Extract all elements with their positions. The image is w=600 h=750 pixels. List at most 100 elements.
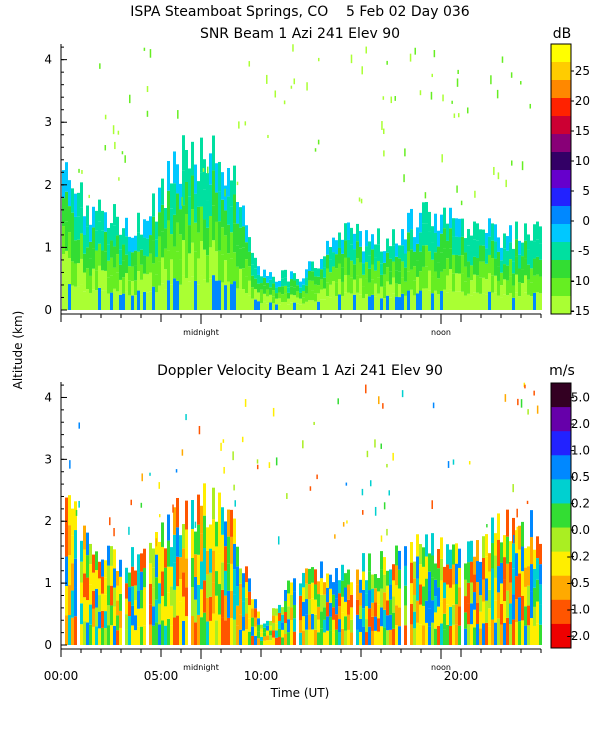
- snr-heatmap-cell: [185, 245, 188, 278]
- doppler-heatmap-cell: [119, 610, 122, 628]
- doppler-heatmap-cell: [167, 514, 170, 541]
- snr-heatmap-cell: [338, 279, 341, 295]
- snr-heatmap-cell: [383, 286, 386, 299]
- snr-heatmap-cell: [293, 273, 296, 281]
- doppler-heatmap-cell: [224, 546, 227, 571]
- snr-heatmap-speck: [124, 155, 126, 163]
- snr-heatmap-cell: [533, 224, 536, 242]
- doppler-heatmap-cell: [500, 624, 503, 645]
- doppler-heatmap-cell: [416, 600, 419, 623]
- snr-heatmap-cell: [326, 240, 329, 255]
- snr-heatmap-cell: [299, 287, 302, 293]
- doppler-heatmap-cell: [290, 594, 293, 608]
- snr-heatmap-cell: [80, 233, 83, 259]
- doppler-heatmap-cell: [488, 589, 491, 609]
- doppler-heatmap-cell: [449, 606, 452, 626]
- doppler-heatmap-cell: [245, 613, 248, 630]
- doppler-heatmap-speck: [345, 482, 348, 486]
- doppler-heatmap-cell: [68, 585, 71, 616]
- snr-heatmap-cell: [140, 294, 143, 310]
- snr-heatmap-cell: [143, 291, 146, 310]
- snr-heatmap-speck: [433, 50, 436, 58]
- doppler-heatmap-cell: [350, 594, 353, 608]
- doppler-heatmap-cell: [371, 588, 374, 603]
- doppler-heatmap-cell: [167, 566, 170, 593]
- doppler-heatmap-cell: [485, 600, 488, 623]
- doppler-heatmap-cell: [242, 587, 245, 602]
- doppler-heatmap-speck: [517, 398, 519, 406]
- snr-heatmap-cell: [188, 196, 191, 226]
- doppler-heatmap-cell: [350, 582, 353, 595]
- doppler-heatmap-cell: [104, 577, 107, 595]
- snr-heatmap-cell: [191, 276, 194, 310]
- snr-heatmap-cell: [371, 294, 374, 310]
- snr-heatmap-cell: [467, 293, 470, 310]
- snr-heatmap-cell: [320, 289, 323, 300]
- snr-heatmap-cell: [404, 295, 407, 310]
- doppler-heatmap-cell: [422, 605, 425, 626]
- snr-heatmap-cell: [119, 234, 122, 250]
- doppler-heatmap-cell: [362, 553, 365, 572]
- snr-heatmap-cell: [359, 294, 362, 310]
- snr-heatmap-cell: [134, 295, 137, 310]
- snr-heatmap-cell: [263, 293, 266, 302]
- doppler-heatmap-cell: [488, 553, 491, 572]
- snr-heatmap-cell: [389, 297, 392, 310]
- snr-heatmap-speck: [383, 150, 385, 157]
- doppler-colorbar-swatch: [551, 383, 571, 408]
- doppler-heatmap-cell: [89, 543, 92, 565]
- doppler-heatmap-cell: [515, 576, 518, 600]
- snr-heatmap-speck: [314, 148, 317, 152]
- snr-heatmap-cell: [518, 296, 521, 310]
- snr-heatmap-cell: [314, 276, 317, 285]
- doppler-heatmap-cell: [281, 637, 284, 645]
- doppler-heatmap-cell: [467, 603, 470, 625]
- snr-heatmap-cell: [320, 258, 323, 270]
- doppler-heatmap-speck: [378, 396, 380, 405]
- snr-heatmap-cell: [533, 292, 536, 310]
- snr-heatmap-cell: [179, 183, 182, 210]
- snr-heatmap-cell: [254, 278, 257, 290]
- doppler-y-tick-label: 1: [44, 576, 52, 590]
- snr-heatmap-cell: [455, 218, 458, 237]
- doppler-heatmap-cell: [71, 563, 74, 591]
- snr-heatmap-cell: [335, 240, 338, 255]
- doppler-heatmap-cell: [284, 611, 287, 623]
- doppler-heatmap-cell: [140, 590, 143, 609]
- snr-heatmap-cell: [125, 273, 128, 292]
- snr-heatmap-cell: [131, 237, 134, 253]
- doppler-heatmap-cell: [80, 582, 83, 604]
- doppler-colorbar-label: 0.5: [571, 470, 590, 484]
- snr-heatmap-cell: [443, 248, 446, 270]
- snr-heatmap-cell: [239, 227, 242, 249]
- doppler-heatmap-cell: [98, 611, 101, 629]
- snr-heatmap-cell: [317, 276, 320, 286]
- snr-heatmap-cell: [125, 217, 128, 237]
- doppler-heatmap-cell: [170, 625, 173, 645]
- snr-heatmap-cell: [155, 221, 158, 240]
- snr-heatmap-cell: [302, 291, 305, 298]
- doppler-heatmap-cell: [311, 629, 314, 645]
- doppler-heatmap-cell: [176, 497, 179, 528]
- snr-heatmap-cell: [377, 293, 380, 310]
- doppler-heatmap-speck: [128, 526, 130, 535]
- doppler-heatmap-cell: [404, 605, 407, 626]
- doppler-heatmap-cell: [107, 565, 110, 586]
- snr-heatmap-cell: [200, 275, 203, 310]
- snr-heatmap-cell: [212, 135, 215, 171]
- doppler-heatmap-cell: [200, 561, 203, 590]
- snr-heatmap-cell: [341, 295, 344, 310]
- snr-heatmap-cell: [128, 236, 131, 252]
- doppler-heatmap-cell: [137, 590, 140, 609]
- doppler-heatmap-cell: [152, 606, 155, 626]
- snr-heatmap-cell: [539, 293, 542, 310]
- doppler-heatmap-speck: [452, 459, 455, 465]
- snr-heatmap-cell: [404, 267, 407, 282]
- snr-heatmap-cell: [302, 278, 305, 285]
- doppler-heatmap-cell: [338, 619, 341, 633]
- doppler-heatmap-speck: [220, 442, 222, 451]
- snr-heatmap-cell: [362, 286, 365, 299]
- doppler-heatmap-cell: [386, 585, 389, 601]
- doppler-heatmap-cell: [455, 543, 458, 564]
- snr-heatmap-cell: [332, 266, 335, 282]
